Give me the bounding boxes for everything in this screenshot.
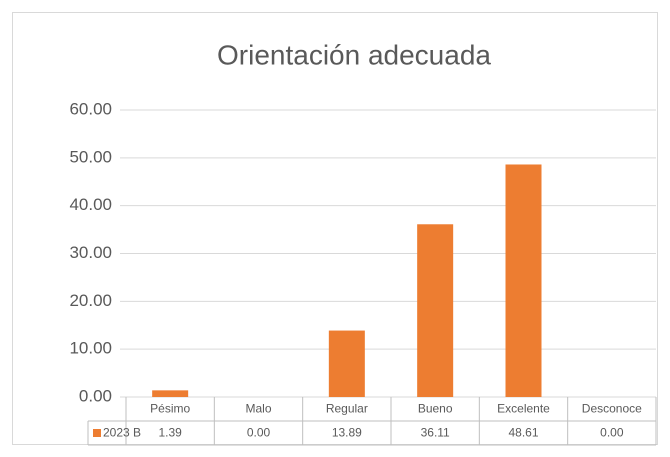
x-tick-label: Regular [326, 402, 368, 416]
chart-title: Orientación adecuada [217, 39, 491, 70]
x-tick-label: Pésimo [150, 402, 190, 416]
x-tick-label: Bueno [418, 402, 453, 416]
legend-label: 2023 B [103, 426, 141, 440]
table-value: 36.11 [421, 426, 450, 440]
table-value: 1.39 [158, 426, 182, 440]
table-value: 48.61 [508, 426, 538, 440]
y-tick-label: 30.00 [69, 243, 112, 262]
y-tick-label: 20.00 [69, 291, 112, 310]
bar [152, 390, 189, 397]
bar [505, 164, 542, 397]
y-tick-label: 40.00 [69, 195, 112, 214]
bar [417, 224, 454, 397]
y-tick-label: 10.00 [69, 339, 112, 358]
table-value: 0.00 [600, 426, 624, 440]
bar [328, 330, 365, 397]
legend-swatch [93, 429, 101, 437]
x-tick-label: Malo [245, 402, 271, 416]
x-tick-label: Desconoce [582, 402, 642, 416]
table-value: 13.89 [332, 426, 362, 440]
y-tick-label: 50.00 [69, 147, 112, 166]
table-value: 0.00 [247, 426, 271, 440]
x-tick-label: Excelente [497, 402, 550, 416]
y-tick-label: 60.00 [69, 99, 112, 118]
y-tick-label: 0.00 [79, 386, 112, 405]
